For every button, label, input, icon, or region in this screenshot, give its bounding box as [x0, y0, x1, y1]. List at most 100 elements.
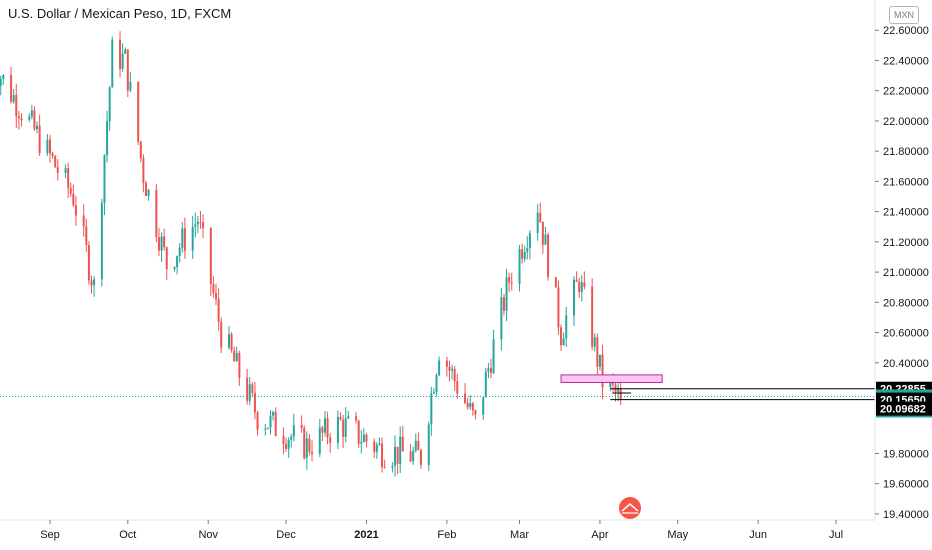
- price-tick-label: 20.60000: [883, 328, 929, 340]
- candle-body: [521, 249, 524, 259]
- candle-body: [217, 299, 220, 322]
- candle-body: [215, 292, 218, 300]
- candle-body: [235, 352, 238, 362]
- currency-badge[interactable]: MXN: [889, 6, 919, 24]
- candle-body: [596, 337, 599, 367]
- candle-body: [505, 277, 508, 311]
- candle-body: [510, 282, 513, 284]
- candle-body: [539, 212, 542, 222]
- candle-body: [176, 255, 179, 268]
- candle-body: [342, 419, 345, 437]
- candle-body: [87, 244, 90, 281]
- candle-body: [394, 446, 397, 466]
- candle-body: [469, 403, 472, 408]
- candle-body: [598, 354, 601, 367]
- candle-body: [355, 416, 358, 421]
- candle-body: [274, 411, 277, 437]
- candle-body: [33, 110, 36, 130]
- candle-body: [482, 397, 485, 415]
- candle-body: [74, 205, 77, 216]
- candle-body: [347, 416, 350, 419]
- candle-body: [391, 465, 394, 468]
- time-tick-label: May: [667, 529, 688, 541]
- candle-body: [591, 286, 594, 347]
- candle-body: [427, 424, 430, 465]
- candle-body: [383, 467, 386, 469]
- candle-body: [93, 279, 96, 286]
- candle-body: [414, 440, 417, 451]
- candle-body: [399, 436, 402, 464]
- time-tick-label: Apr: [591, 529, 608, 541]
- price-tick-label: 22.20000: [883, 86, 929, 98]
- candle-body: [489, 368, 492, 374]
- candle-body: [329, 437, 332, 443]
- candle-body: [108, 87, 111, 122]
- candle-body: [119, 39, 122, 69]
- candle-body: [111, 39, 114, 88]
- candle-body: [487, 368, 490, 372]
- candle-body: [121, 53, 124, 69]
- candle-body: [191, 226, 194, 251]
- candle-body: [199, 221, 202, 223]
- candle-body: [85, 226, 88, 245]
- candle-body: [373, 441, 376, 452]
- time-tick-label: Dec: [276, 529, 296, 541]
- candle-body: [103, 155, 106, 204]
- candle-body: [451, 368, 454, 371]
- time-tick-label: Sep: [40, 529, 60, 541]
- candle-body: [137, 81, 140, 142]
- candle-body: [230, 334, 233, 351]
- watermark-logo-icon: [619, 497, 641, 519]
- candle-body: [484, 371, 487, 398]
- candle-body: [163, 236, 166, 248]
- candle-body: [614, 384, 617, 392]
- candle-body: [126, 49, 129, 91]
- candle-body: [15, 95, 18, 117]
- candle-body: [155, 189, 158, 238]
- candle-body: [541, 221, 544, 245]
- candle-body: [508, 277, 511, 283]
- candle-body: [409, 451, 412, 462]
- candle-body: [419, 450, 422, 465]
- candle-body: [357, 420, 360, 444]
- price-tick-label: 20.40000: [883, 358, 929, 370]
- candle-body: [36, 125, 39, 130]
- candle-body: [28, 116, 31, 121]
- candle-body: [528, 233, 531, 249]
- candle-body: [464, 393, 467, 403]
- candle-body: [547, 234, 550, 278]
- candle-body: [196, 221, 199, 225]
- candle-body: [362, 434, 365, 442]
- candle-body: [502, 297, 505, 311]
- candle-body: [272, 411, 275, 416]
- price-tag-last-low: [876, 401, 932, 416]
- candle-body: [300, 425, 303, 428]
- candle-body: [438, 360, 441, 376]
- candle-body: [526, 248, 529, 253]
- candle-body: [583, 282, 586, 287]
- price-tick-label: 22.40000: [883, 55, 929, 67]
- candle-body: [251, 384, 254, 393]
- candle-body: [56, 167, 59, 173]
- candle-body: [253, 392, 256, 413]
- price-tag-label-last-low: 20.09682: [880, 404, 926, 416]
- symbol-title[interactable]: U.S. Dollar / Mexican Peso, 1D, FXCM: [8, 6, 232, 21]
- candle-body: [456, 381, 459, 394]
- candle-body: [157, 237, 160, 251]
- candle-body: [165, 247, 168, 270]
- candle-body: [49, 139, 51, 154]
- candle-body: [562, 338, 565, 346]
- candle-body: [360, 441, 363, 444]
- candle-body: [90, 280, 93, 286]
- price-tick-label: 22.00000: [883, 116, 929, 128]
- price-tick-label: 21.80000: [883, 146, 929, 158]
- candle-body: [448, 366, 451, 371]
- time-axis: Sep Oct Nov Dec 2021 Feb Mar Apr May Jun Jul: [40, 520, 843, 541]
- price-axis: 22.60000 22.40000 22.20000 22.00000 21.80000…: [875, 25, 929, 521]
- candle-body: [500, 297, 503, 340]
- candle-body: [575, 279, 578, 282]
- candle-body: [560, 327, 563, 346]
- candle-body: [106, 121, 109, 156]
- candle-body: [38, 125, 41, 154]
